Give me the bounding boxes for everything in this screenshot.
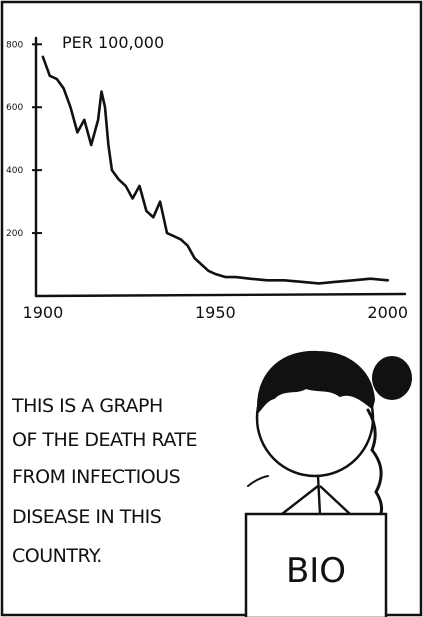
caption-line-5: COUNTRY. xyxy=(12,545,102,567)
x-tick-label-2000: 2000 xyxy=(367,303,408,322)
caption-line-3: FROM INFECTIOUS xyxy=(12,466,180,488)
y-tick-label-200: 200 xyxy=(6,229,23,239)
caption-line-4: DISEASE IN THIS xyxy=(12,506,161,528)
y-tick-label-400: 400 xyxy=(6,166,23,176)
unit-label: PER 100,000 xyxy=(62,33,164,52)
x-tick-label-1900: 1900 xyxy=(23,303,64,322)
y-tick-label-600: 600 xyxy=(6,103,23,113)
bio-sign-text: BIO xyxy=(286,551,346,591)
caption-line-1: THIS IS A GRAPH xyxy=(11,395,163,417)
character-hair-bun xyxy=(372,356,412,400)
y-tick-label-800: 800 xyxy=(6,40,23,50)
caption-line-2: OF THE DEATH RATE xyxy=(12,429,197,451)
x-tick-label-1950: 1950 xyxy=(195,303,236,322)
